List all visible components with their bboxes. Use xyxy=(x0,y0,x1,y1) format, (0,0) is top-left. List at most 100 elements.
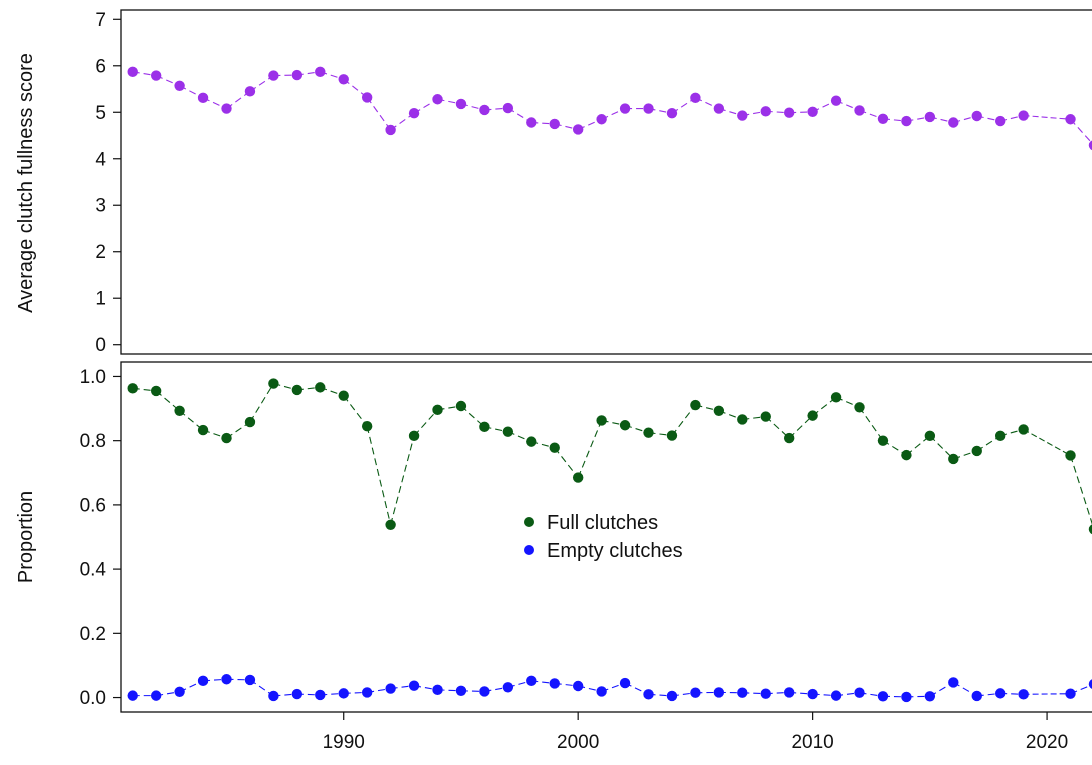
data-point-empty-clutches xyxy=(572,680,584,692)
data-point-empty-clutches xyxy=(807,688,818,700)
data-point-fullness-score xyxy=(361,92,373,103)
series-line-segment xyxy=(929,435,954,460)
data-point-empty-clutches xyxy=(1018,689,1029,700)
data-point-empty-clutches xyxy=(150,690,162,701)
data-point-full-clutches xyxy=(268,378,279,389)
data-point-empty-clutches xyxy=(268,690,279,702)
series-line-segment xyxy=(413,409,438,437)
data-point-fullness-score xyxy=(479,104,490,116)
top-y-tick-label: 1 xyxy=(95,289,106,310)
data-point-fullness-score xyxy=(971,110,982,122)
series-line-segment xyxy=(859,406,884,441)
legend-label-full-clutches: Full clutches xyxy=(547,512,658,534)
data-point-fullness-score xyxy=(268,70,279,81)
data-point-fullness-score xyxy=(596,114,607,125)
top-y-tick-label: 3 xyxy=(95,196,106,217)
data-point-empty-clutches xyxy=(385,683,396,694)
panel-top-frame xyxy=(120,9,1092,355)
data-point-full-clutches xyxy=(408,430,420,442)
data-point-empty-clutches xyxy=(408,680,420,691)
data-point-full-clutches xyxy=(502,426,514,437)
series-line-segment xyxy=(460,405,485,428)
data-point-full-clutches xyxy=(221,432,232,444)
data-point-fullness-score xyxy=(1088,140,1092,151)
data-point-empty-clutches xyxy=(666,690,678,702)
data-point-fullness-score xyxy=(385,124,396,136)
data-point-full-clutches xyxy=(432,404,443,416)
bottom-y-tick-label: 0.8 xyxy=(80,431,106,452)
series-line-segment xyxy=(1023,114,1071,120)
data-point-empty-clutches xyxy=(549,678,560,689)
data-point-full-clutches xyxy=(877,435,889,446)
data-point-fullness-score xyxy=(854,105,865,116)
data-point-fullness-score xyxy=(174,80,185,91)
data-point-fullness-score xyxy=(408,108,420,119)
data-point-full-clutches xyxy=(643,427,654,438)
data-point-fullness-score xyxy=(244,86,256,97)
x-tick-label: 1990 xyxy=(323,732,365,753)
data-point-full-clutches xyxy=(807,410,818,421)
legend-marker-empty-clutches xyxy=(524,545,534,555)
data-point-empty-clutches xyxy=(713,687,725,698)
data-point-fullness-score xyxy=(572,124,584,135)
data-point-fullness-score xyxy=(150,70,162,81)
panel-bottom-frame xyxy=(120,361,1092,713)
data-point-fullness-score xyxy=(197,92,209,104)
data-point-empty-clutches xyxy=(502,682,514,693)
data-point-empty-clutches xyxy=(526,675,537,687)
series-line-segment xyxy=(366,426,392,525)
panel-fullness-score: 0 1 2 3 4 5 6 7 Average clutch fullness score xyxy=(15,9,1092,356)
data-point-full-clutches xyxy=(713,405,725,417)
data-point-fullness-score xyxy=(221,103,232,114)
data-point-full-clutches xyxy=(1065,450,1076,461)
data-point-fullness-score xyxy=(432,94,443,105)
x-tick-label: 2020 xyxy=(1026,732,1068,753)
data-point-fullness-score xyxy=(690,92,701,104)
data-point-empty-clutches xyxy=(948,677,959,688)
top-y-tick-label: 4 xyxy=(95,149,106,170)
data-point-empty-clutches xyxy=(783,687,795,698)
data-point-empty-clutches xyxy=(1065,688,1076,699)
data-point-empty-clutches xyxy=(174,686,185,697)
data-point-full-clutches xyxy=(338,390,349,401)
data-point-fullness-score xyxy=(1018,110,1029,121)
legend-label-empty-clutches: Empty clutches xyxy=(547,540,683,562)
data-point-empty-clutches xyxy=(197,675,209,687)
series-line-segment xyxy=(1069,455,1092,525)
data-point-fullness-score xyxy=(1065,114,1076,125)
data-point-full-clutches xyxy=(385,519,396,530)
bottom-y-tick-label: 0.0 xyxy=(80,688,106,709)
legend: Full clutches Empty clutches xyxy=(524,512,683,562)
data-point-full-clutches xyxy=(244,416,256,428)
panel-proportion: 0.0 0.2 0.4 0.6 0.8 1.0 1990 2000 2010 2020 Prop… xyxy=(15,361,1092,753)
data-point-empty-clutches xyxy=(221,674,232,685)
data-point-empty-clutches xyxy=(315,689,326,701)
data-point-fullness-score xyxy=(877,113,889,124)
series-line-segment xyxy=(366,97,392,131)
data-point-empty-clutches xyxy=(619,677,631,689)
data-point-empty-clutches xyxy=(479,686,490,697)
series-line-segment xyxy=(554,447,579,478)
data-point-full-clutches xyxy=(197,424,209,436)
data-point-empty-clutches xyxy=(643,689,654,700)
bottom-y-tick-label: 0.4 xyxy=(80,560,107,581)
data-point-full-clutches xyxy=(526,436,537,447)
top-y-tick-label: 0 xyxy=(95,335,106,356)
data-point-empty-clutches xyxy=(455,685,467,697)
data-point-fullness-score xyxy=(315,66,326,78)
data-point-full-clutches xyxy=(971,445,982,457)
data-point-full-clutches xyxy=(924,430,936,442)
data-point-empty-clutches xyxy=(737,687,748,698)
data-point-full-clutches xyxy=(549,442,560,453)
data-point-empty-clutches xyxy=(830,690,842,701)
data-point-full-clutches xyxy=(619,420,631,431)
data-point-full-clutches xyxy=(174,405,185,417)
data-point-fullness-score xyxy=(924,111,936,123)
data-point-full-clutches xyxy=(854,402,865,413)
legend-marker-full-clutches xyxy=(524,517,534,527)
bottom-y-tick-label: 0.6 xyxy=(80,495,106,516)
data-point-fullness-score xyxy=(713,103,725,114)
data-point-full-clutches xyxy=(830,392,842,403)
